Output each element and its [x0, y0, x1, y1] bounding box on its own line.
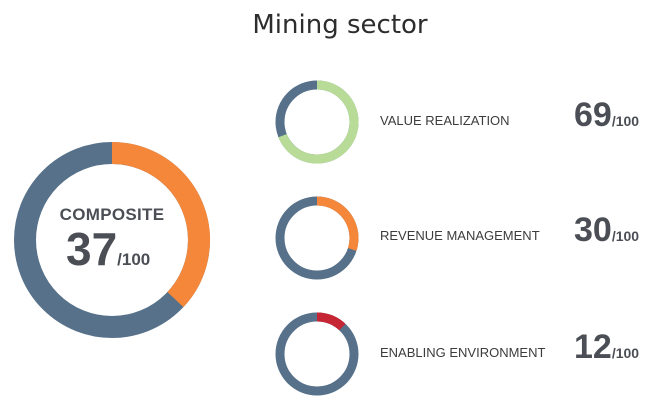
enabling-environment-score: 12/100: [574, 330, 639, 364]
composite-denominator: /100: [117, 250, 151, 269]
value-realization-score-arc: [278, 80, 359, 164]
revenue-management-denominator: /100: [611, 228, 640, 244]
enabling-environment-denominator: /100: [611, 345, 640, 361]
composite-score: 37/100: [66, 226, 150, 272]
composite-score-arc: [111, 142, 210, 308]
revenue-management-donut: [275, 196, 359, 280]
value-realization-score: 69/100: [574, 98, 639, 132]
enabling-environment-value: 12: [574, 328, 612, 366]
value-realization-denominator: /100: [611, 113, 640, 129]
revenue-management-score: 30/100: [574, 213, 639, 247]
value-realization-value: 69: [574, 96, 612, 134]
chart-title: Mining sector: [252, 10, 428, 40]
composite-value: 37: [66, 223, 118, 275]
revenue-management-label: REVENUE MANAGEMENT: [380, 228, 540, 243]
enabling-environment-donut: [275, 312, 359, 396]
value-realization-label: VALUE REALIZATION: [380, 113, 510, 128]
composite-label: COMPOSITE: [59, 205, 165, 224]
value-realization-donut: [275, 80, 359, 164]
revenue-management-value: 30: [574, 211, 612, 249]
revenue-management-score-arc: [316, 196, 359, 251]
enabling-environment-score-arc: [316, 312, 346, 331]
enabling-environment-label: ENABLING ENVIRONMENT: [380, 345, 546, 360]
composite-donut: [14, 142, 210, 338]
enabling-environment-track: [275, 312, 359, 396]
